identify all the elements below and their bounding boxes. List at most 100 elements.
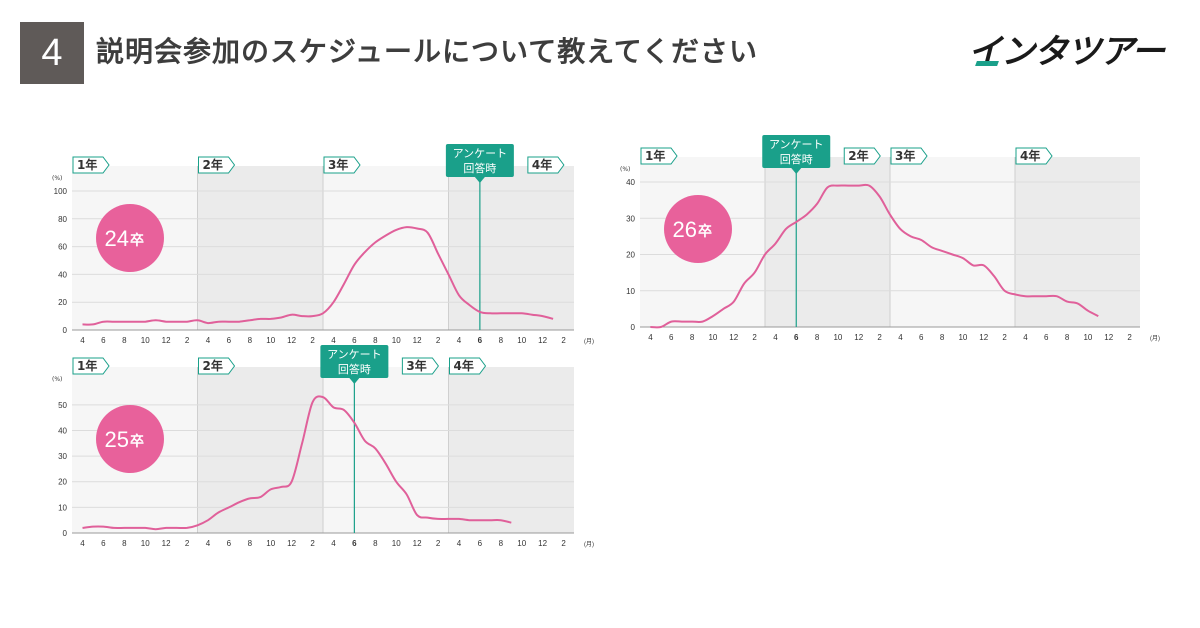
y-tick-label: 10	[626, 287, 635, 296]
page-title: 説明会参加のスケジュールについて教えてください	[96, 35, 758, 68]
x-tick-label: 8	[373, 539, 378, 548]
x-tick-label: 6	[669, 333, 674, 342]
year-tag	[890, 147, 928, 165]
x-tick-label: 8	[1065, 333, 1070, 342]
x-tick-label: 6	[794, 333, 799, 342]
survey-label-line2: 回答時	[463, 161, 496, 175]
x-tick-label: 2	[185, 336, 190, 345]
badge-suffix: 卒	[130, 232, 144, 249]
badge-number: 24	[105, 226, 129, 251]
x-tick-label: 2	[436, 336, 441, 345]
x-tick-label: 8	[940, 333, 945, 342]
series-line	[82, 395, 512, 531]
y-tick-label: 20	[626, 251, 635, 260]
brand-logo: インタツアー	[968, 28, 1173, 72]
year-label: 3年	[406, 358, 426, 373]
x-tick-label: 6	[478, 336, 483, 345]
x-tick-label: 4	[457, 336, 462, 345]
x-tick-label: 12	[538, 539, 547, 548]
shaded-year-band	[448, 367, 574, 533]
year-label: 1年	[77, 358, 97, 373]
badge-suffix: 卒	[698, 223, 712, 240]
y-axis-label: (%)	[620, 166, 630, 173]
year-label: 4年	[1020, 148, 1040, 163]
y-tick-label: 100	[54, 187, 68, 196]
year-label: 1年	[77, 157, 97, 172]
badge-number: 25	[105, 427, 129, 452]
x-tick-label: 4	[80, 539, 85, 548]
x-tick-label: 6	[478, 539, 483, 548]
x-tick-label: 10	[833, 333, 842, 342]
year-badge	[96, 204, 164, 272]
x-tick-label: 6	[101, 539, 106, 548]
x-axis-unit: (月)	[1150, 335, 1160, 342]
x-tick-label: 4	[206, 336, 211, 345]
x-tick-label: 10	[708, 333, 717, 342]
year-tag	[843, 147, 881, 165]
y-tick-label: 30	[626, 214, 635, 223]
x-axis-unit: (月)	[584, 541, 594, 548]
x-tick-label: 10	[1083, 333, 1092, 342]
survey-callout-pointer	[349, 378, 360, 384]
x-tick-label: 10	[266, 539, 275, 548]
year-tag	[198, 156, 236, 174]
survey-label-line2: 回答時	[780, 152, 813, 166]
x-tick-label: 10	[141, 539, 150, 548]
x-tick-label: 4	[648, 333, 653, 342]
year-tag	[72, 357, 110, 375]
survey-callout-box	[445, 144, 514, 177]
x-tick-label: 2	[1127, 333, 1132, 342]
year-label: 3年	[328, 157, 348, 172]
x-tick-label: 2	[1002, 333, 1007, 342]
x-tick-label: 6	[227, 336, 232, 345]
y-tick-label: 40	[58, 270, 67, 279]
x-tick-label: 4	[331, 336, 336, 345]
x-tick-label: 12	[162, 539, 171, 548]
year-tag	[72, 156, 110, 174]
year-badge	[664, 195, 732, 263]
year-label: 4年	[454, 358, 474, 373]
x-tick-label: 2	[877, 333, 882, 342]
survey-label-line1: アンケート	[453, 147, 508, 160]
x-tick-label: 8	[499, 336, 504, 345]
x-tick-label: 2	[185, 539, 190, 548]
year-badge	[96, 405, 164, 473]
x-tick-label: 8	[122, 539, 127, 548]
x-tick-label: 10	[958, 333, 967, 342]
x-tick-label: 12	[413, 336, 422, 345]
x-tick-label: 12	[287, 539, 296, 548]
y-axis-label: (%)	[52, 376, 62, 383]
year-tag	[527, 156, 565, 174]
y-tick-label: 20	[58, 478, 67, 487]
x-tick-label: 4	[1023, 333, 1028, 342]
y-tick-label: 30	[58, 452, 67, 461]
y-tick-label: 80	[58, 215, 67, 224]
x-tick-label: 2	[561, 336, 566, 345]
x-tick-label: 2	[436, 539, 441, 548]
x-tick-label: 8	[499, 539, 504, 548]
badge-suffix: 卒	[130, 433, 144, 450]
x-tick-label: 10	[141, 336, 150, 345]
x-tick-label: 10	[392, 336, 401, 345]
survey-callout-pointer	[474, 177, 485, 183]
logo-text: インタツアー	[968, 32, 1165, 72]
x-tick-label: 12	[538, 336, 547, 345]
series-line	[650, 183, 1099, 329]
x-tick-label: 12	[287, 336, 296, 345]
y-tick-label: 0	[63, 529, 68, 538]
x-tick-label: 12	[413, 539, 422, 548]
x-tick-label: 8	[248, 539, 253, 548]
year-label: 2年	[203, 358, 223, 373]
y-tick-label: 20	[58, 298, 67, 307]
survey-callout-pointer	[791, 168, 802, 174]
year-tag	[323, 156, 361, 174]
x-tick-label: 8	[690, 333, 695, 342]
year-label: 2年	[848, 148, 868, 163]
x-tick-label: 6	[919, 333, 924, 342]
x-tick-label: 10	[517, 539, 526, 548]
year-label: 1年	[645, 148, 665, 163]
y-tick-label: 40	[58, 426, 67, 435]
survey-label-line1: アンケート	[327, 348, 382, 361]
y-tick-label: 0	[631, 323, 636, 332]
